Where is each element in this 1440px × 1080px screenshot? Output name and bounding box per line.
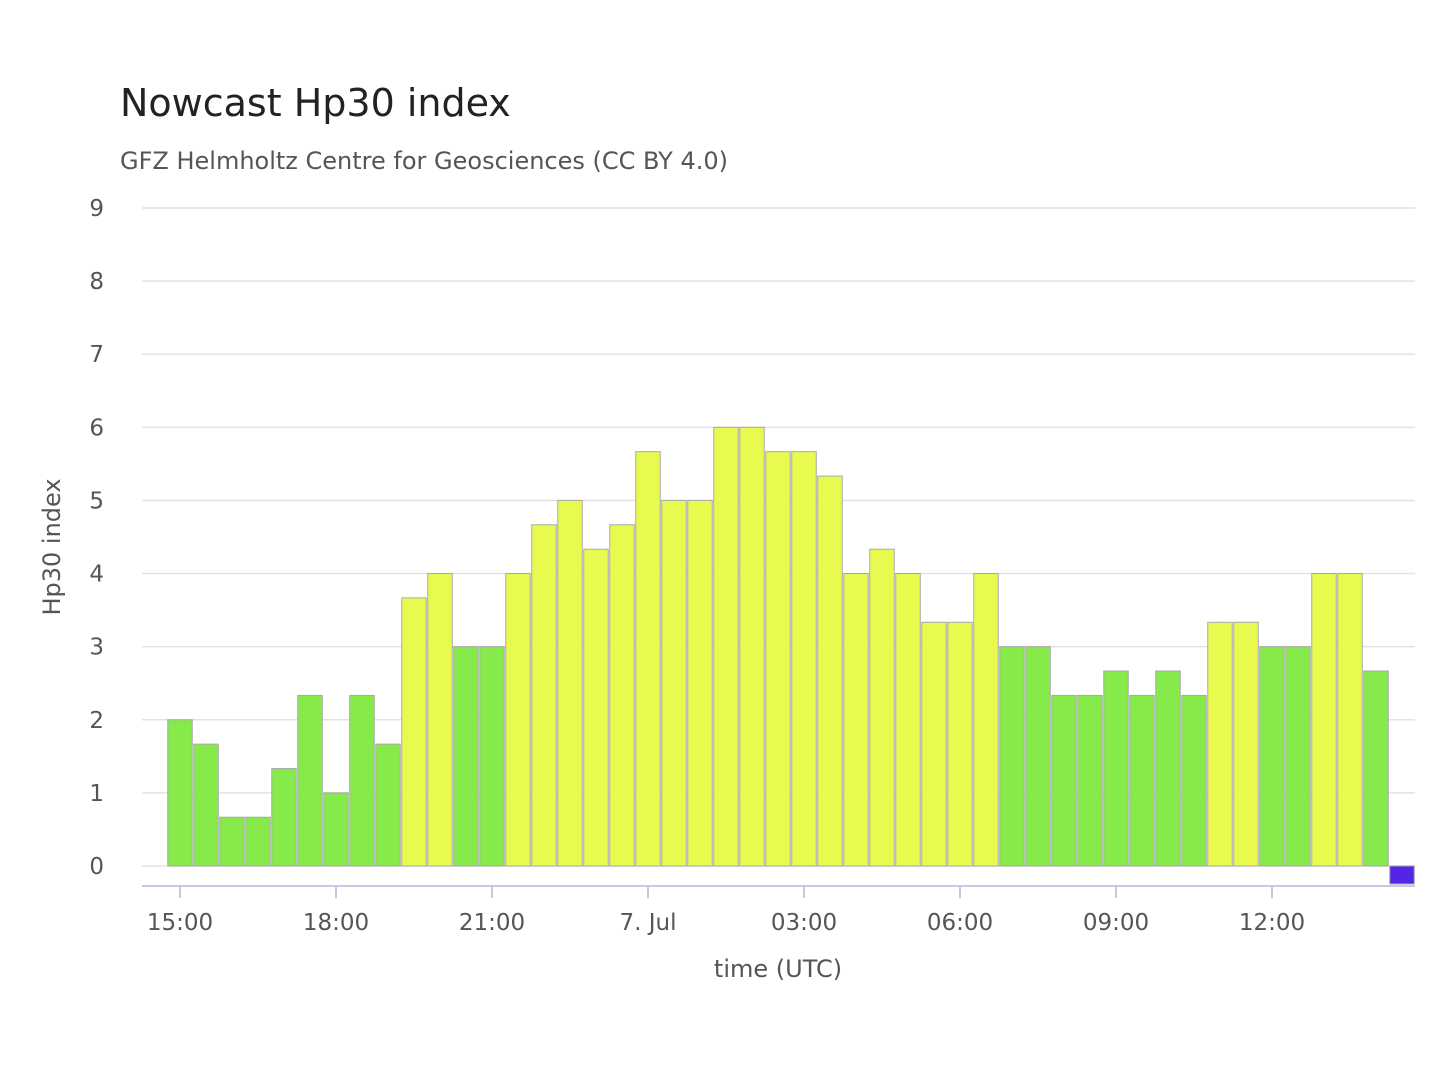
bar xyxy=(479,646,505,867)
bar xyxy=(375,743,401,867)
bar xyxy=(713,426,739,867)
bar xyxy=(791,451,817,867)
bars xyxy=(167,426,1415,885)
bar xyxy=(1155,670,1181,867)
bar xyxy=(895,573,921,867)
bar xyxy=(1129,694,1155,867)
x-axis-title: time (UTC) xyxy=(714,955,842,983)
y-tick-label: 7 xyxy=(89,342,104,368)
y-tick-label: 2 xyxy=(89,708,104,734)
bar xyxy=(167,719,193,867)
bar xyxy=(1285,646,1311,867)
bar xyxy=(1389,865,1415,885)
bar xyxy=(557,499,583,867)
bar xyxy=(219,816,245,867)
bar xyxy=(999,646,1025,867)
bar xyxy=(1207,621,1233,867)
y-tick-label: 6 xyxy=(89,415,104,441)
bar xyxy=(817,475,843,867)
bar xyxy=(323,792,349,867)
bar xyxy=(765,451,791,867)
bar xyxy=(297,694,323,867)
bar xyxy=(349,694,375,867)
y-tick-label: 1 xyxy=(89,781,104,807)
bar xyxy=(635,451,661,867)
y-tick-label: 4 xyxy=(89,562,104,588)
bar xyxy=(401,597,427,867)
chart-title: Nowcast Hp30 index xyxy=(120,81,511,125)
bar xyxy=(1311,573,1337,867)
bar xyxy=(1337,573,1363,867)
bar xyxy=(1025,646,1051,867)
bar xyxy=(1259,646,1285,867)
x-tick-label: 06:00 xyxy=(927,910,993,936)
y-tick-label: 3 xyxy=(89,635,104,661)
bar xyxy=(1051,694,1077,867)
y-axis-title: Hp30 index xyxy=(38,478,66,615)
bar xyxy=(1181,694,1207,867)
y-tick-label: 5 xyxy=(89,488,104,514)
bar xyxy=(869,548,895,867)
bar xyxy=(843,573,869,867)
x-tick-label: 7. Jul xyxy=(619,910,676,936)
y-tick-label: 8 xyxy=(89,269,104,295)
x-tick-label: 18:00 xyxy=(303,910,369,936)
bar xyxy=(1077,694,1103,867)
x-tick-label: 09:00 xyxy=(1083,910,1149,936)
bar xyxy=(661,499,687,867)
x-tick-label: 03:00 xyxy=(771,910,837,936)
bar xyxy=(531,524,557,867)
bar xyxy=(453,646,479,867)
chart-subtitle: GFZ Helmholtz Centre for Geosciences (CC… xyxy=(120,147,728,175)
bar xyxy=(1363,670,1389,867)
bar xyxy=(609,524,635,867)
bar xyxy=(947,621,973,867)
bar xyxy=(687,499,713,867)
x-tick-label: 12:00 xyxy=(1239,910,1305,936)
bar xyxy=(739,426,765,867)
bar xyxy=(505,573,531,867)
y-axis-ticks: 0 1 2 3 4 5 6 7 8 9 xyxy=(89,196,104,880)
bar xyxy=(427,573,453,867)
bar xyxy=(193,743,219,867)
y-tick-label: 9 xyxy=(89,196,104,222)
x-tick-label: 21:00 xyxy=(459,910,525,936)
x-axis: 15:00 18:00 21:00 7. Jul 03:00 06:00 09:00 12:0… xyxy=(142,885,1415,936)
bar xyxy=(271,768,297,867)
y-tick-label: 0 xyxy=(89,854,104,880)
bar xyxy=(921,621,947,867)
bar xyxy=(1233,621,1259,867)
bar xyxy=(973,573,999,867)
bar xyxy=(245,816,271,867)
x-tick-label: 15:00 xyxy=(147,910,213,936)
bar xyxy=(1103,670,1129,867)
bar xyxy=(583,548,609,867)
